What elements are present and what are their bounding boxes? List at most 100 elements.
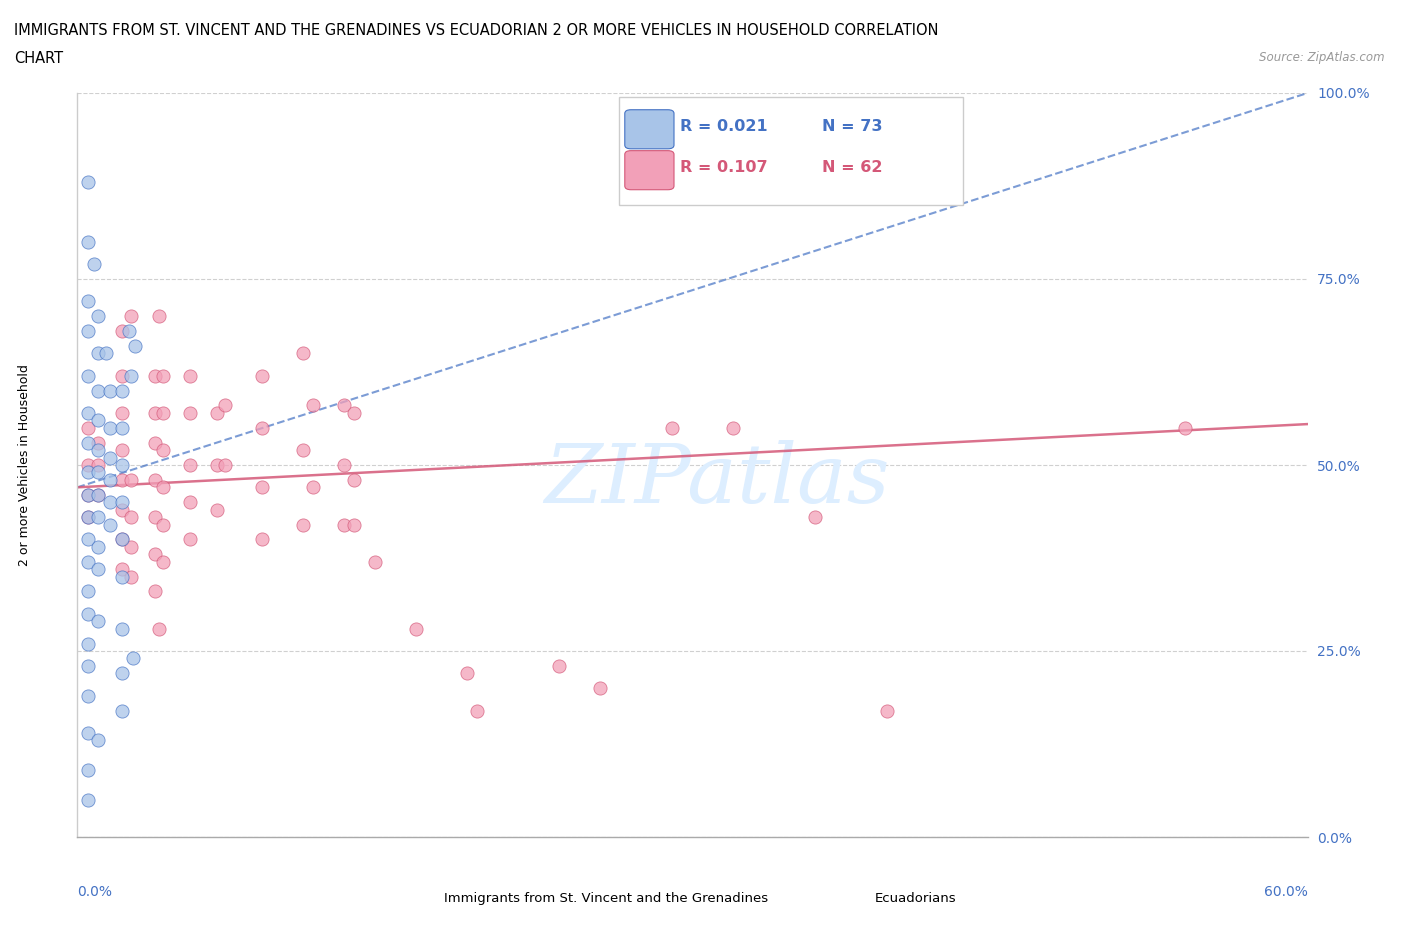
Point — [250, 532, 273, 547]
Point — [98, 383, 121, 398]
Point — [111, 383, 134, 398]
Point — [111, 458, 134, 472]
Point — [302, 398, 325, 413]
Point — [87, 435, 110, 450]
Point — [87, 614, 110, 629]
Point — [98, 517, 121, 532]
Point — [143, 510, 166, 525]
Point — [333, 398, 356, 413]
Point — [76, 510, 98, 525]
Point — [76, 554, 98, 569]
Point — [250, 480, 273, 495]
Point — [343, 517, 366, 532]
Point — [291, 346, 314, 361]
Point — [152, 405, 174, 420]
Point — [120, 510, 142, 525]
Point — [205, 405, 228, 420]
FancyBboxPatch shape — [619, 97, 963, 205]
Text: R = 0.107: R = 0.107 — [681, 160, 768, 175]
Point — [76, 175, 98, 190]
Point — [804, 510, 827, 525]
Point — [76, 725, 98, 740]
Point — [76, 763, 98, 777]
Point — [179, 458, 201, 472]
Point — [214, 398, 236, 413]
FancyBboxPatch shape — [837, 881, 870, 915]
Point — [291, 517, 314, 532]
Point — [87, 510, 110, 525]
Point — [111, 495, 134, 510]
Point — [111, 368, 134, 383]
Text: Source: ZipAtlas.com: Source: ZipAtlas.com — [1260, 51, 1385, 64]
Text: N = 73: N = 73 — [821, 119, 882, 134]
Point — [111, 562, 134, 577]
Point — [111, 621, 134, 636]
Point — [143, 472, 166, 487]
Point — [76, 688, 98, 703]
Point — [87, 458, 110, 472]
Text: 2 or more Vehicles in Household: 2 or more Vehicles in Household — [18, 364, 31, 566]
Point — [120, 539, 142, 554]
Point — [76, 420, 98, 435]
Text: ZIPatlas: ZIPatlas — [544, 440, 890, 520]
Point — [343, 405, 366, 420]
Point — [120, 368, 142, 383]
Text: CHART: CHART — [14, 51, 63, 66]
Point — [76, 368, 98, 383]
Point — [589, 681, 612, 696]
Point — [333, 458, 356, 472]
Point — [250, 368, 273, 383]
Point — [124, 339, 146, 353]
Point — [76, 792, 98, 807]
Point — [76, 584, 98, 599]
FancyBboxPatch shape — [624, 110, 673, 149]
Point — [205, 502, 228, 517]
Point — [250, 420, 273, 435]
Point — [143, 547, 166, 562]
Point — [76, 606, 98, 621]
Point — [111, 502, 134, 517]
Point — [152, 517, 174, 532]
Point — [98, 472, 121, 487]
Point — [76, 465, 98, 480]
Point — [876, 703, 898, 718]
Point — [76, 324, 98, 339]
Text: IMMIGRANTS FROM ST. VINCENT AND THE GRENADINES VS ECUADORIAN 2 OR MORE VEHICLES : IMMIGRANTS FROM ST. VINCENT AND THE GREN… — [14, 23, 939, 38]
Point — [111, 324, 134, 339]
Point — [76, 294, 98, 309]
Point — [179, 405, 201, 420]
Point — [87, 487, 110, 502]
FancyBboxPatch shape — [624, 151, 673, 190]
Point — [143, 584, 166, 599]
Point — [111, 532, 134, 547]
Point — [76, 405, 98, 420]
Point — [1174, 420, 1197, 435]
Text: N = 62: N = 62 — [821, 160, 882, 175]
Point — [76, 532, 98, 547]
Point — [76, 636, 98, 651]
Point — [333, 517, 356, 532]
Point — [152, 368, 174, 383]
Point — [87, 383, 110, 398]
Point — [111, 472, 134, 487]
Point — [120, 569, 142, 584]
Point — [111, 405, 134, 420]
Point — [117, 324, 139, 339]
Point — [152, 443, 174, 458]
Text: R = 0.021: R = 0.021 — [681, 119, 768, 134]
Point — [363, 554, 385, 569]
Point — [98, 450, 121, 465]
Point — [87, 539, 110, 554]
Point — [76, 487, 98, 502]
Point — [661, 420, 683, 435]
Point — [76, 487, 98, 502]
Point — [179, 495, 201, 510]
Point — [291, 443, 314, 458]
Point — [94, 346, 117, 361]
Point — [548, 658, 571, 673]
Point — [214, 458, 236, 472]
Text: 0.0%: 0.0% — [77, 885, 112, 899]
Point — [111, 443, 134, 458]
Point — [111, 569, 134, 584]
Point — [465, 703, 488, 718]
